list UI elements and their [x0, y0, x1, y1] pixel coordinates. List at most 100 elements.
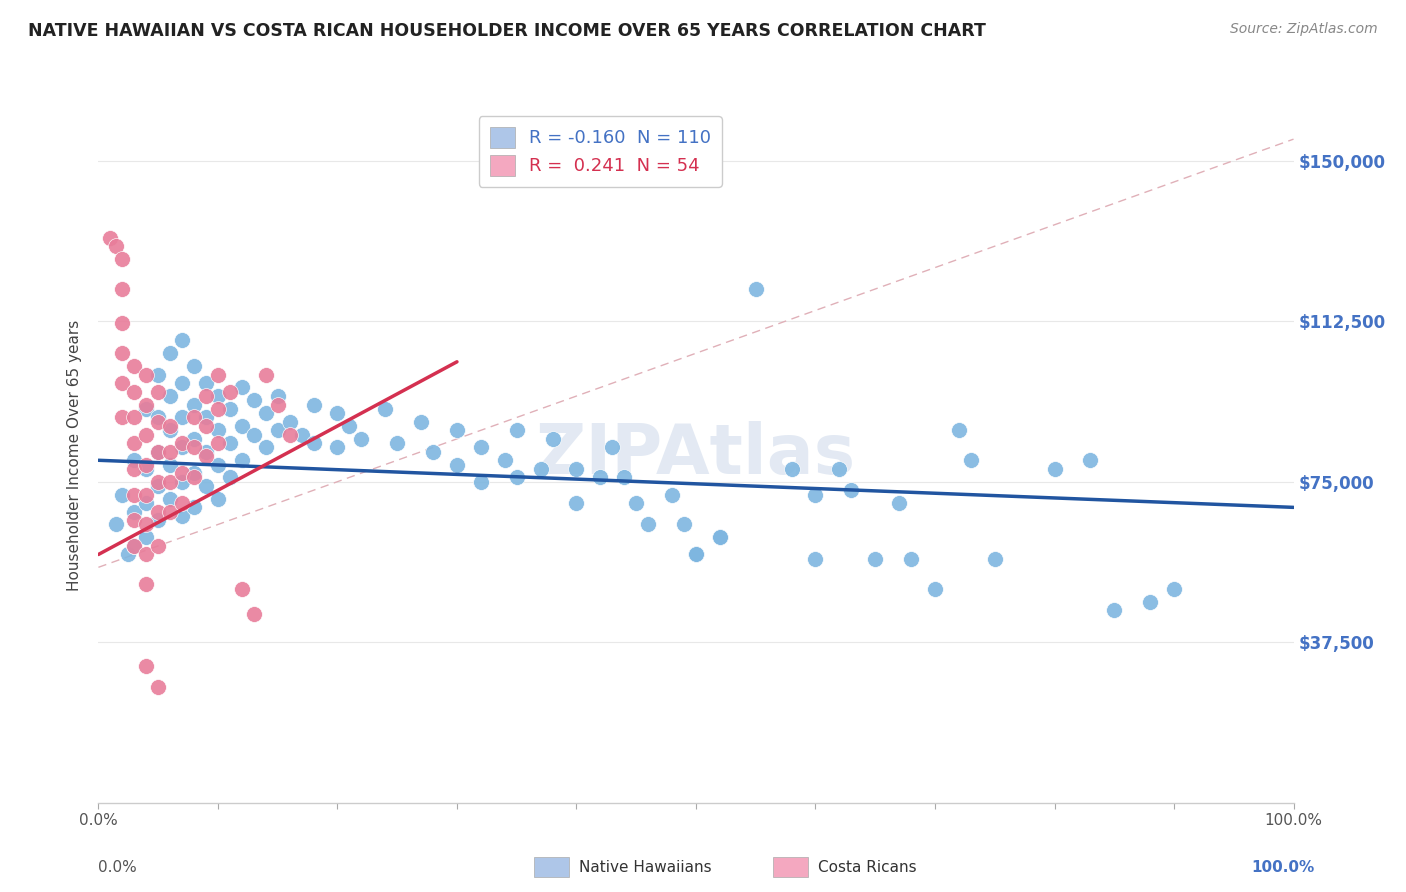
Point	[267, 423, 290, 437]
Point	[124, 539, 146, 553]
Point	[470, 475, 492, 489]
Point	[709, 530, 731, 544]
Point	[219, 470, 242, 484]
Point	[183, 441, 205, 455]
Point	[124, 487, 146, 501]
Point	[148, 505, 170, 519]
Point	[135, 530, 157, 544]
Point	[470, 441, 492, 455]
Point	[422, 444, 444, 458]
Y-axis label: Householder Income Over 65 years: Householder Income Over 65 years	[67, 319, 83, 591]
Point	[135, 427, 157, 442]
Point	[148, 513, 170, 527]
Point	[219, 401, 242, 416]
Point	[804, 551, 827, 566]
Text: Source: ZipAtlas.com: Source: ZipAtlas.com	[1230, 22, 1378, 37]
Point	[626, 496, 648, 510]
Point	[267, 389, 290, 403]
Point	[124, 384, 146, 399]
Point	[117, 548, 139, 562]
Point	[124, 453, 146, 467]
Point	[183, 500, 205, 515]
Point	[111, 487, 134, 501]
Point	[194, 419, 218, 434]
Point	[172, 496, 194, 510]
Point	[1163, 582, 1185, 596]
Point	[105, 517, 128, 532]
Point	[159, 389, 181, 403]
Point	[159, 475, 181, 489]
Point	[172, 475, 194, 489]
Point	[159, 419, 181, 434]
Point	[148, 444, 170, 458]
Point	[350, 432, 373, 446]
Point	[159, 346, 181, 360]
Point	[135, 368, 157, 382]
Point	[326, 441, 349, 455]
Text: 0.0%: 0.0%	[98, 860, 138, 874]
Point	[148, 680, 170, 694]
Point	[183, 410, 205, 425]
Point	[924, 582, 946, 596]
Point	[446, 423, 468, 437]
Point	[135, 658, 157, 673]
Point	[111, 346, 134, 360]
Point	[124, 505, 146, 519]
Point	[124, 436, 146, 450]
Point	[148, 539, 170, 553]
Point	[637, 517, 659, 532]
Point	[135, 487, 157, 501]
Point	[889, 496, 911, 510]
Point	[709, 530, 731, 544]
Point	[231, 380, 253, 394]
Point	[959, 453, 981, 467]
Point	[135, 548, 157, 562]
Point	[183, 432, 205, 446]
Point	[804, 487, 827, 501]
Point	[565, 496, 588, 510]
Point	[494, 453, 516, 467]
Point	[135, 577, 157, 591]
Point	[243, 427, 266, 442]
Point	[589, 470, 612, 484]
Point	[661, 487, 683, 501]
Point	[231, 419, 253, 434]
Point	[172, 508, 194, 523]
Point	[172, 436, 194, 450]
Point	[183, 466, 205, 480]
Point	[148, 368, 170, 382]
Point	[326, 406, 349, 420]
Point	[385, 436, 409, 450]
Point	[183, 359, 205, 373]
Point	[111, 252, 134, 266]
Point	[111, 282, 134, 296]
Point	[374, 401, 396, 416]
Point	[207, 389, 229, 403]
Point	[685, 548, 707, 562]
Point	[278, 415, 301, 429]
Point	[948, 423, 970, 437]
Point	[1043, 462, 1066, 476]
Point	[159, 491, 181, 506]
Point	[828, 462, 851, 476]
Point	[148, 410, 170, 425]
Point	[243, 393, 266, 408]
Point	[148, 479, 170, 493]
Point	[135, 517, 157, 532]
Point	[194, 479, 218, 493]
Point	[267, 398, 290, 412]
Point	[148, 384, 170, 399]
Text: NATIVE HAWAIIAN VS COSTA RICAN HOUSEHOLDER INCOME OVER 65 YEARS CORRELATION CHAR: NATIVE HAWAIIAN VS COSTA RICAN HOUSEHOLD…	[28, 22, 986, 40]
Point	[148, 415, 170, 429]
Point	[673, 517, 696, 532]
Point	[231, 453, 253, 467]
Point	[207, 401, 229, 416]
Point	[124, 539, 146, 553]
Point	[207, 423, 229, 437]
Point	[207, 491, 229, 506]
Point	[194, 389, 218, 403]
Point	[111, 376, 134, 391]
Point	[135, 398, 157, 412]
Point	[1102, 603, 1125, 617]
Point	[685, 548, 707, 562]
